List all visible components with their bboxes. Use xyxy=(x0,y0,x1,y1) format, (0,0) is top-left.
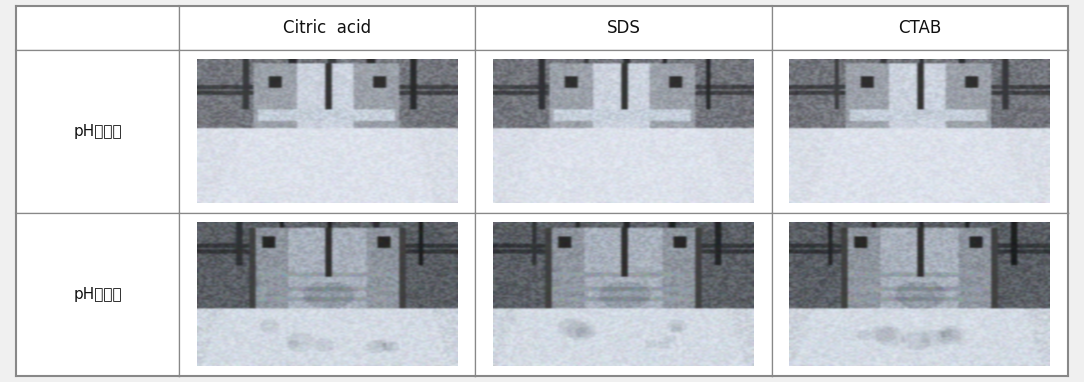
Text: Citric  acid: Citric acid xyxy=(283,19,371,37)
Text: pH조절전: pH조절전 xyxy=(74,124,122,139)
Text: SDS: SDS xyxy=(606,19,641,37)
Text: CTAB: CTAB xyxy=(898,19,941,37)
Text: pH조절후: pH조절후 xyxy=(74,287,122,302)
